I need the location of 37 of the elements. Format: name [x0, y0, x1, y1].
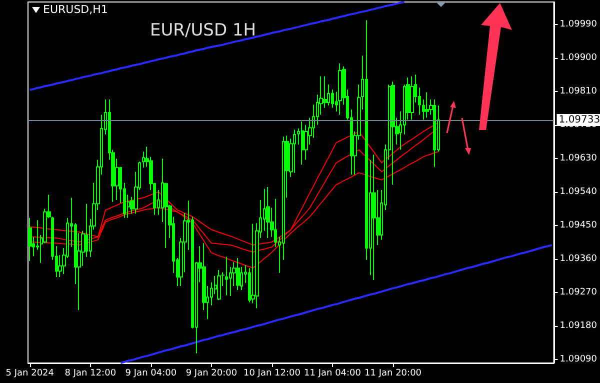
y-tick-label: 1.09180: [560, 320, 598, 331]
y-tick-label: 1.09270: [560, 287, 598, 298]
candlestick: [266, 186, 270, 238]
candlestick: [225, 256, 228, 296]
x-tick-label: 11 Jan 04:00: [304, 368, 362, 378]
line-series: [28, 1, 406, 91]
candlestick: [28, 217, 32, 262]
candlestick: [142, 151, 145, 168]
y-tick-label: 1.09990: [560, 19, 598, 30]
candlestick: [391, 81, 395, 186]
candlestick: [410, 76, 414, 120]
x-tick-label: 5 Jan 2024: [6, 368, 54, 378]
candlestick: [331, 88, 334, 108]
candlestick: [425, 92, 429, 118]
y-tick-label: 1.09450: [560, 220, 598, 230]
candlestick: [236, 258, 240, 291]
y-tick-label: 1.09900: [560, 52, 598, 63]
x-tick-label: 11 Jan 20:00: [364, 368, 422, 378]
candlestick: [433, 99, 436, 168]
annotation: EUR/USD 1H: [150, 20, 256, 40]
line-series: [120, 244, 553, 364]
candlestick: [372, 154, 376, 281]
y-tick-label: 1.09630: [560, 153, 598, 164]
chart-title: EURUSD,H1: [43, 3, 108, 16]
y-tick-label: 1.09810: [560, 86, 598, 96]
y-tick-label: 1.09090: [560, 354, 598, 364]
candlestick: [293, 129, 296, 174]
x-tick-label: 9 Jan 20:00: [186, 368, 238, 378]
x-tick-label: 10 Jan 12:00: [243, 368, 301, 378]
candlestick: [217, 269, 221, 301]
y-tick-label: 1.09360: [560, 254, 598, 264]
candlestick: [338, 62, 342, 116]
x-tick-label: 9 Jan 04:00: [125, 368, 177, 378]
candlestick: [301, 120, 304, 166]
x-tick-label: 8 Jan 12:00: [64, 368, 116, 378]
ref-line-label: 1.09733: [558, 114, 600, 126]
y-tick-label: 1.09540: [560, 186, 598, 197]
